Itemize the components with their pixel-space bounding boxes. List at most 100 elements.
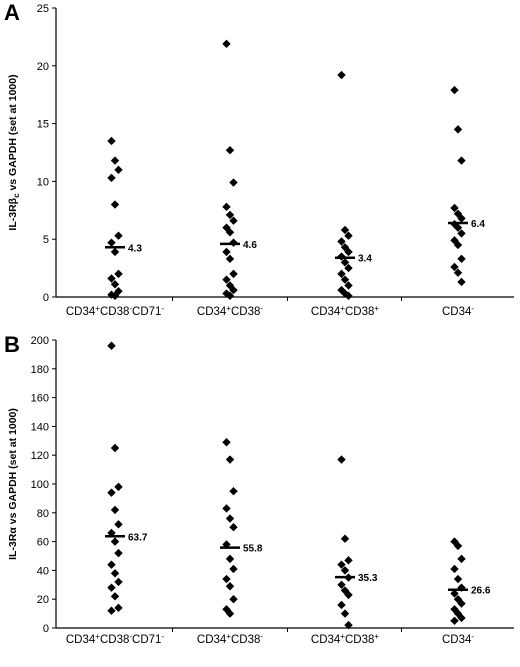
category-label-sup: + — [340, 632, 345, 641]
y-tick-label: 140 — [31, 421, 49, 433]
data-point — [107, 488, 116, 497]
data-point — [114, 165, 123, 175]
data-point — [222, 438, 231, 447]
y-tick-label: 200 — [31, 335, 49, 347]
data-point — [225, 514, 235, 523]
data-point — [450, 262, 459, 272]
data-point — [114, 269, 123, 279]
y-tick-label: 100 — [31, 479, 49, 491]
category-label: CD34+CD38-CD71- — [66, 304, 165, 318]
data-point — [457, 554, 466, 564]
data-point — [457, 613, 466, 623]
data-point — [229, 216, 238, 225]
y-axis-label-greek: α — [7, 527, 19, 534]
data-point — [457, 254, 466, 264]
data-point — [453, 268, 463, 277]
mean-label: 4.6 — [243, 240, 257, 251]
data-point — [457, 156, 466, 165]
data-point — [344, 590, 353, 600]
category-label-marker: CD71 — [132, 306, 161, 318]
category-label-sup: - — [471, 304, 474, 313]
data-point — [110, 280, 120, 289]
data-point — [457, 214, 466, 223]
data-point — [457, 583, 466, 592]
data-point — [225, 582, 235, 591]
data-point — [344, 556, 353, 565]
y-axis-label: IL-3Rβc vs GAPDH (set at 1000) — [7, 74, 21, 230]
data-point — [225, 228, 235, 237]
category-label-marker: CD38 — [345, 306, 374, 318]
data-point — [107, 560, 116, 569]
category-label-marker: CD38 — [231, 306, 260, 318]
data-point — [450, 564, 459, 574]
data-point — [344, 291, 353, 301]
data-point — [450, 616, 459, 625]
data-point — [222, 540, 231, 549]
data-point — [344, 263, 353, 273]
category-label-marker: CD34 — [197, 306, 227, 318]
category-label-marker: CD34 — [442, 306, 472, 318]
data-point — [457, 599, 466, 608]
category-label-sup: - — [161, 632, 164, 641]
mean-label: 63.7 — [128, 532, 148, 543]
category-label-sup: + — [226, 304, 231, 313]
panel-b-chart: 0 20 40 60 80 100 120 140 160 180 200 IL-3Rα vs GAP… — [7, 335, 514, 646]
mean-label: 35.3 — [358, 573, 378, 584]
category-label: CD34+CD38- — [197, 304, 263, 318]
data-point — [340, 275, 350, 284]
data-point — [344, 620, 353, 630]
data-point — [337, 70, 346, 80]
y-axis-label-main: IL-3R — [7, 533, 19, 560]
category-label: CD34+CD38- — [197, 632, 263, 646]
data-point — [453, 574, 463, 584]
data-point — [340, 609, 350, 618]
y-tick-label: 0 — [43, 623, 49, 635]
data-point — [340, 225, 350, 235]
y-tick-label: 120 — [31, 450, 49, 462]
data-point — [110, 156, 120, 165]
data-point — [340, 566, 350, 575]
data-point — [229, 285, 238, 295]
y-tick-label: 25 — [37, 3, 49, 15]
data-point — [110, 247, 120, 257]
y-tick-label: 10 — [37, 176, 49, 188]
data-point — [107, 136, 116, 146]
y-tick-label: 20 — [37, 594, 49, 606]
mean-label: 4.3 — [128, 243, 142, 254]
data-point — [337, 600, 346, 610]
category-label: CD34- — [442, 304, 474, 318]
panel-letter-b: B — [4, 332, 20, 357]
data-point — [222, 504, 231, 513]
data-point — [114, 482, 123, 492]
mean-label: 3.4 — [358, 254, 372, 265]
data-point — [229, 269, 238, 279]
category-label-marker: CD38 — [100, 306, 129, 318]
data-point — [225, 291, 235, 301]
mean-label: 6.4 — [471, 219, 485, 230]
data-point — [107, 274, 116, 283]
data-point — [344, 281, 353, 290]
data-point — [340, 258, 350, 267]
category-label-marker: CD34 — [197, 634, 227, 646]
category-label-sup: - — [260, 304, 263, 313]
data-point — [340, 534, 350, 543]
category-label-sup: - — [471, 632, 474, 641]
data-point — [453, 223, 463, 232]
data-point — [457, 229, 466, 238]
data-point — [114, 603, 123, 613]
y-tick-label: 160 — [31, 393, 49, 405]
data-point — [344, 247, 353, 257]
data-point — [114, 520, 123, 529]
data-point — [337, 560, 346, 569]
data-point — [337, 455, 346, 464]
data-point — [222, 202, 231, 212]
data-point — [225, 210, 235, 220]
y-axis-label-rest: vs GAPDH (set at 1000) — [7, 74, 19, 193]
data-point — [107, 583, 116, 592]
data-point — [225, 455, 235, 464]
data-point — [222, 39, 231, 49]
y-tick-label: 40 — [37, 565, 49, 577]
y-tick-label: 80 — [37, 508, 49, 520]
data-point — [453, 595, 463, 604]
